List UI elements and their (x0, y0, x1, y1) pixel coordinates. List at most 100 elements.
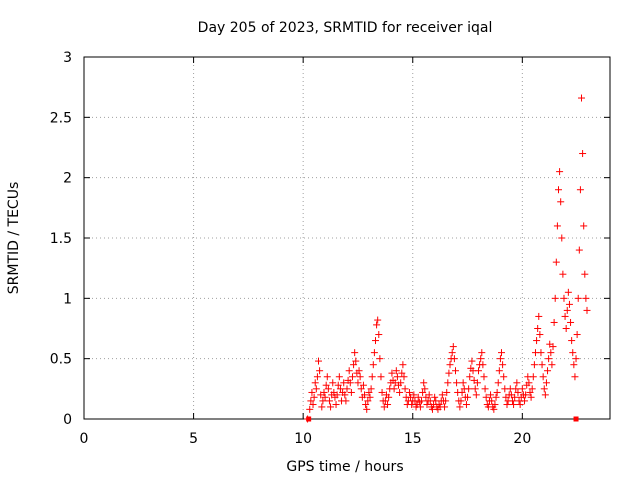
data-point (477, 355, 485, 363)
data-point (556, 168, 564, 176)
data-point (456, 403, 464, 411)
data-point (368, 373, 376, 381)
data-point (563, 306, 571, 314)
data-point (472, 391, 480, 399)
data-point (473, 379, 481, 387)
data-point (321, 393, 329, 401)
data-point (510, 401, 518, 409)
data-point (318, 403, 326, 411)
data-point (518, 385, 526, 393)
data-point (488, 397, 496, 405)
data-point (345, 367, 353, 375)
data-point (582, 294, 590, 302)
x-tick-label: 20 (513, 431, 531, 447)
data-point (522, 391, 530, 399)
data-point (537, 349, 545, 357)
data-point (535, 312, 543, 320)
data-point (340, 379, 348, 387)
data-point (421, 385, 429, 393)
data-point (475, 367, 482, 375)
data-point (373, 321, 381, 329)
data-point (366, 393, 374, 401)
x-axis-label: GPS time / hours (286, 459, 403, 475)
data-point (310, 393, 318, 401)
data-point (458, 388, 466, 396)
data-point (392, 367, 400, 375)
data-points (304, 94, 591, 423)
data-point (351, 349, 359, 357)
data-point (491, 401, 499, 409)
data-point (542, 379, 550, 387)
y-tick-label: 1 (63, 291, 72, 307)
y-axis-label: SRMTID / TECUs (6, 182, 22, 295)
data-point (343, 385, 351, 393)
data-point (377, 373, 385, 381)
data-point (371, 337, 379, 345)
data-point (312, 385, 320, 393)
data-point (533, 337, 541, 345)
data-point (357, 385, 365, 393)
data-point (354, 379, 362, 387)
data-point (431, 393, 439, 401)
data-point (450, 355, 458, 363)
data-point (482, 393, 490, 401)
data-point (581, 270, 589, 278)
data-point (388, 369, 396, 377)
grid-lines (84, 57, 610, 419)
data-point (316, 367, 324, 375)
data-point (481, 385, 489, 393)
data-point (574, 294, 582, 302)
data-point (567, 318, 575, 326)
data-point (370, 349, 378, 357)
data-point (457, 397, 465, 405)
data-point (333, 391, 341, 399)
data-point (534, 325, 542, 332)
data-point (565, 300, 573, 308)
data-point (410, 391, 418, 399)
data-point (559, 270, 567, 278)
data-point (562, 325, 570, 332)
y-tick-label: 2 (63, 171, 72, 187)
data-point (332, 401, 340, 409)
y-tick-label: 3 (63, 50, 72, 66)
data-point (512, 385, 520, 393)
data-point (493, 388, 501, 396)
data-point (385, 393, 393, 401)
data-point (322, 381, 330, 389)
data-point (525, 379, 533, 387)
data-point (329, 379, 337, 387)
y-tick-label: 0 (63, 412, 72, 428)
data-point (570, 361, 578, 369)
zero-marker (573, 416, 579, 422)
data-point (361, 391, 369, 399)
data-point (320, 388, 328, 396)
x-tick-labels: 0 5 10 15 20 (80, 431, 532, 447)
y-tick-label: 1.5 (50, 231, 72, 247)
data-point (393, 373, 401, 381)
data-point (448, 349, 456, 357)
data-point (551, 294, 559, 302)
data-point (365, 388, 373, 396)
data-point (414, 393, 422, 401)
data-point (561, 312, 569, 320)
data-point (487, 391, 495, 399)
data-point (308, 388, 316, 396)
data-point (553, 222, 561, 230)
data-point (541, 391, 549, 399)
data-point (416, 403, 424, 411)
data-point (411, 397, 419, 405)
data-point (552, 258, 560, 266)
data-point (527, 393, 535, 401)
data-point (356, 373, 364, 381)
data-point (451, 367, 459, 375)
data-point (309, 401, 317, 409)
data-point (346, 379, 354, 387)
data-point (374, 316, 382, 324)
data-point (571, 373, 579, 381)
data-point (441, 403, 449, 411)
data-point (471, 385, 479, 393)
data-point (503, 401, 511, 409)
data-point (568, 337, 576, 345)
data-point (319, 397, 327, 405)
data-point (390, 385, 398, 393)
